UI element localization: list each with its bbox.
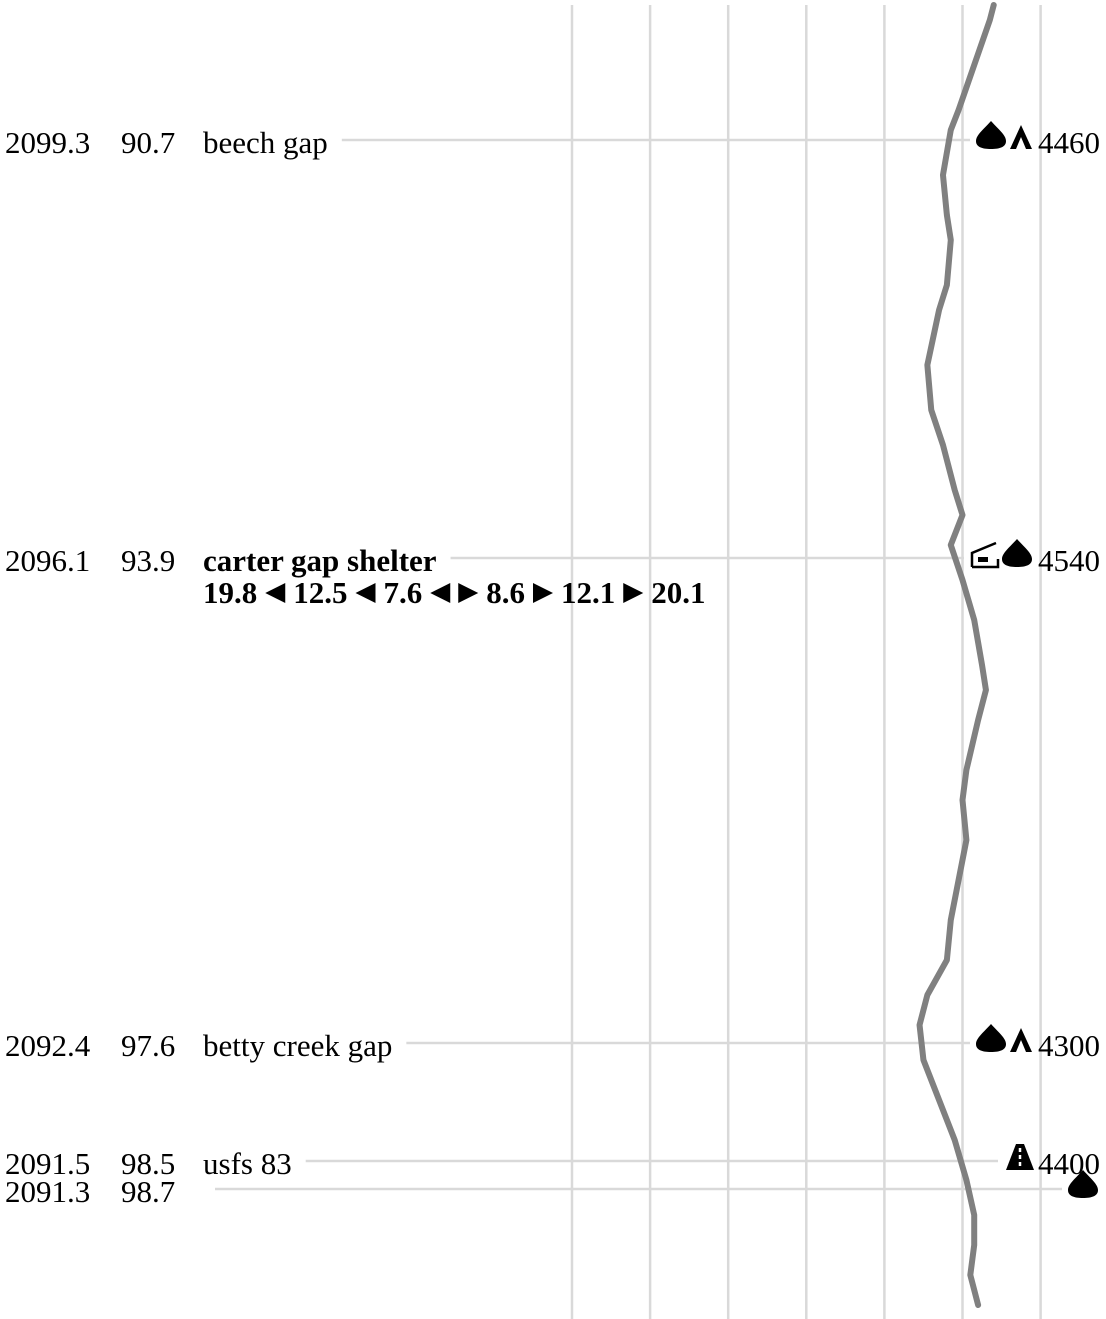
shelter-distances: 19.8 12.5 7.6 8.6 12.1 20.1 xyxy=(203,575,706,610)
arrow-right-icon xyxy=(533,583,553,603)
shelter-distance: 7.6 xyxy=(384,575,423,610)
water-icon xyxy=(976,1024,1006,1052)
waypoint-row: 2096.1 93.9 carter gap shelter 4540 19.8 12.5… xyxy=(5,539,1100,610)
waypoint-elevation: 4540 xyxy=(1038,543,1100,578)
mile-northbound: 2091.5 xyxy=(5,1146,90,1181)
shelter-distance: 8.6 xyxy=(486,575,525,610)
shelter-distance: 12.1 xyxy=(561,575,615,610)
arrow-left-icon xyxy=(265,583,286,603)
arrow-left-icon xyxy=(430,583,451,603)
waypoint-elevation: 4300 xyxy=(1038,1028,1100,1063)
shelter-distance: 12.5 xyxy=(293,575,347,610)
water-icon xyxy=(1002,539,1032,567)
shelter-distance: 19.8 xyxy=(203,575,257,610)
waypoint-row: 2099.3 90.7 beech gap 4460 xyxy=(5,121,1100,160)
arrow-left-icon xyxy=(355,583,376,603)
arrow-right-icon xyxy=(458,583,479,603)
arrow-right-icon xyxy=(623,583,644,603)
waypoint-row: 2092.4 97.6 betty creek gap 4300 xyxy=(5,1024,1100,1063)
mile-northbound: 2096.1 xyxy=(5,543,90,578)
waypoint-elevation: 4460 xyxy=(1038,125,1100,160)
elevation-profile xyxy=(916,2,997,1308)
mile-southbound: 97.6 xyxy=(121,1028,175,1063)
shelter-distance: 20.1 xyxy=(651,575,705,610)
tent-icon xyxy=(1010,1028,1032,1052)
waypoint-row: 2091.3 98.7 xyxy=(5,1170,1098,1209)
tent-icon xyxy=(1010,125,1032,149)
mile-northbound: 2091.3 xyxy=(5,1174,90,1209)
mile-northbound: 2099.3 xyxy=(5,125,90,160)
waypoint-elevation: 4400 xyxy=(1038,1146,1100,1181)
waypoint-name: betty creek gap xyxy=(203,1028,392,1063)
waypoint-name: carter gap shelter xyxy=(203,543,437,578)
mile-southbound: 93.9 xyxy=(121,543,175,578)
mile-northbound: 2092.4 xyxy=(5,1028,91,1063)
mile-southbound: 90.7 xyxy=(121,125,175,160)
mile-southbound: 98.7 xyxy=(121,1174,175,1209)
elevation-gridlines xyxy=(570,5,1042,1319)
waypoint-leader-lines xyxy=(215,138,1062,1191)
waypoint-name: usfs 83 xyxy=(203,1146,292,1181)
shelter-icon xyxy=(970,541,1000,569)
waypoint-row: 2091.5 98.5 usfs 83 4400 xyxy=(5,1144,1100,1181)
water-icon xyxy=(1068,1170,1098,1198)
waypoint-labels: 2099.3 90.7 beech gap 4460 2096.1 93.9 carter … xyxy=(5,121,1100,1209)
elevation-profile-line xyxy=(916,2,997,1308)
water-icon xyxy=(976,121,1006,149)
mile-southbound: 98.5 xyxy=(121,1146,175,1181)
waypoint-name: beech gap xyxy=(203,125,328,160)
road-icon xyxy=(1006,1144,1034,1170)
